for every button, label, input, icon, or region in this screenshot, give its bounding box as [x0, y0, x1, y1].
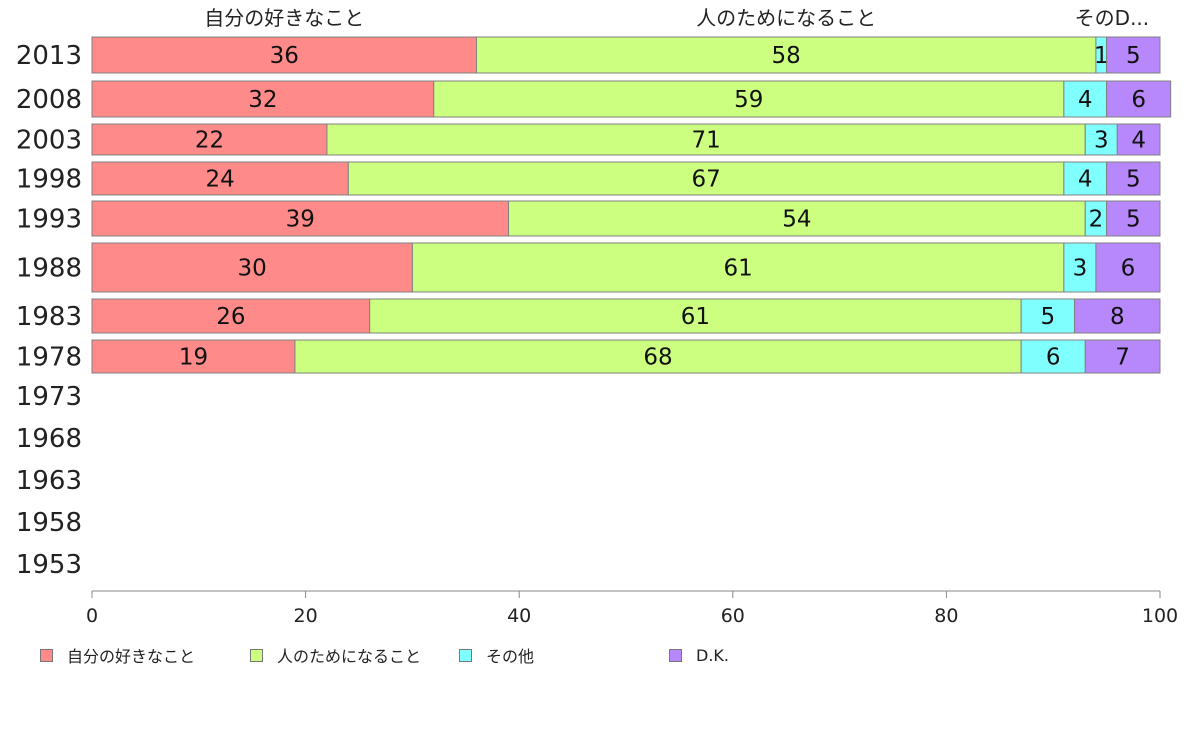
- bar-segment: [91, 242, 413, 293]
- legend-label: D.K.: [696, 645, 729, 665]
- year-label: 1988: [16, 254, 82, 284]
- bar-value-label: 4: [1078, 87, 1093, 113]
- legend-swatch: [40, 648, 53, 662]
- bar-value-label: 5: [1126, 43, 1141, 69]
- year-label: 1968: [16, 424, 82, 454]
- year-label: 1998: [16, 165, 82, 195]
- bar-value-label: 6: [1046, 345, 1061, 371]
- bar-value-label: 5: [1126, 167, 1141, 193]
- bar-value-label: 6: [1131, 87, 1146, 113]
- bar-value-label: 67: [691, 167, 720, 193]
- x-tick-label: 20: [294, 605, 318, 627]
- bar-segment: [1116, 123, 1161, 156]
- bar-value-label: 7: [1115, 345, 1130, 371]
- legend-swatch: [250, 648, 263, 662]
- bar-segment: [1106, 36, 1161, 74]
- bar-value-label: 32: [248, 87, 277, 113]
- bar-segment: [508, 200, 1086, 237]
- bar-value-label: 54: [782, 207, 811, 233]
- legend: 自分の好きなこと 人のためになること その他 D.K.: [0, 644, 1188, 668]
- top-series-label: そのD...: [1075, 6, 1149, 30]
- legend-swatch: [669, 648, 682, 662]
- bar-segment: [433, 80, 1065, 118]
- legend-label: その他: [486, 647, 535, 666]
- bar-value-label: 19: [179, 345, 208, 371]
- bar-segment: [91, 80, 435, 118]
- bar-value-label: 4: [1131, 128, 1146, 154]
- bar-segment: [1020, 339, 1086, 374]
- bar-segment: [1106, 80, 1172, 118]
- year-label: 1978: [16, 343, 82, 373]
- bar-value-label: 3: [1094, 128, 1109, 154]
- top-series-label: 自分の好きなこと: [204, 6, 364, 30]
- bar-segment: [91, 123, 328, 156]
- bar-segment: [475, 36, 1097, 74]
- bar-value-label: 24: [206, 167, 235, 193]
- year-label: 2013: [16, 41, 82, 71]
- bar-value-label: 71: [691, 128, 720, 154]
- legend-item: 人のためになること: [250, 644, 421, 666]
- bar-segment: [1063, 242, 1097, 293]
- bar-value-label: 5: [1126, 207, 1141, 233]
- bar-segment: [326, 123, 1086, 156]
- bar-value-label: 22: [195, 128, 224, 154]
- bar-value-label: 39: [286, 207, 315, 233]
- legend-label: 自分の好きなこと: [67, 647, 196, 666]
- bar-segment: [1074, 298, 1161, 334]
- year-label: 1958: [16, 508, 82, 538]
- x-tick-label: 60: [721, 605, 745, 627]
- bar-segment: [1084, 339, 1161, 374]
- bar-value-label: 6: [1121, 256, 1136, 282]
- bar-value-label: 61: [681, 304, 710, 330]
- bar-segment: [411, 242, 1065, 293]
- legend-swatch: [459, 648, 472, 662]
- year-label: 1983: [16, 302, 82, 332]
- bar-segment: [347, 161, 1065, 196]
- chart-canvas: 2013200820031998199319881983197819731968…: [16, 6, 1178, 627]
- bar-value-label: 3: [1073, 256, 1088, 282]
- x-tick-label: 40: [507, 605, 531, 627]
- bar-value-label: 59: [734, 87, 763, 113]
- bar-value-label: 1: [1094, 43, 1109, 69]
- legend-item: 自分の好きなこと: [40, 644, 195, 666]
- legend-item: D.K.: [669, 644, 729, 666]
- x-tick-label: 100: [1142, 605, 1178, 627]
- bar-segment: [1020, 298, 1076, 334]
- bar-value-label: 5: [1041, 304, 1056, 330]
- year-label: 1963: [16, 466, 82, 496]
- bar-value-label: 4: [1078, 167, 1093, 193]
- bar-segment: [1095, 242, 1161, 293]
- year-label: 1993: [16, 205, 82, 235]
- year-label: 2008: [16, 85, 82, 115]
- x-tick-label: 0: [86, 605, 98, 627]
- bar-segment: [91, 200, 510, 237]
- bar-segment: [1063, 80, 1108, 118]
- legend-item: その他: [459, 644, 534, 666]
- bar-segment: [91, 161, 349, 196]
- year-label: 2003: [16, 126, 82, 156]
- bar-value-label: 30: [238, 256, 267, 282]
- legend-label: 人のためになること: [277, 647, 422, 666]
- top-series-label: 人のためになること: [696, 6, 876, 30]
- year-label: 1953: [16, 550, 82, 580]
- bar-segment: [91, 36, 477, 74]
- bar-segment: [1106, 200, 1161, 237]
- bar-value-label: 58: [772, 43, 801, 69]
- x-tick-label: 80: [934, 605, 958, 627]
- bar-value-label: 61: [723, 256, 752, 282]
- bar-value-label: 36: [270, 43, 299, 69]
- year-label: 1973: [16, 382, 82, 412]
- bar-segment: [1106, 161, 1161, 196]
- bar-segment: [91, 298, 371, 334]
- bar-value-label: 26: [216, 304, 245, 330]
- bar-value-label: 2: [1089, 207, 1104, 233]
- bar-value-label: 8: [1110, 304, 1125, 330]
- bar-value-label: 68: [643, 345, 672, 371]
